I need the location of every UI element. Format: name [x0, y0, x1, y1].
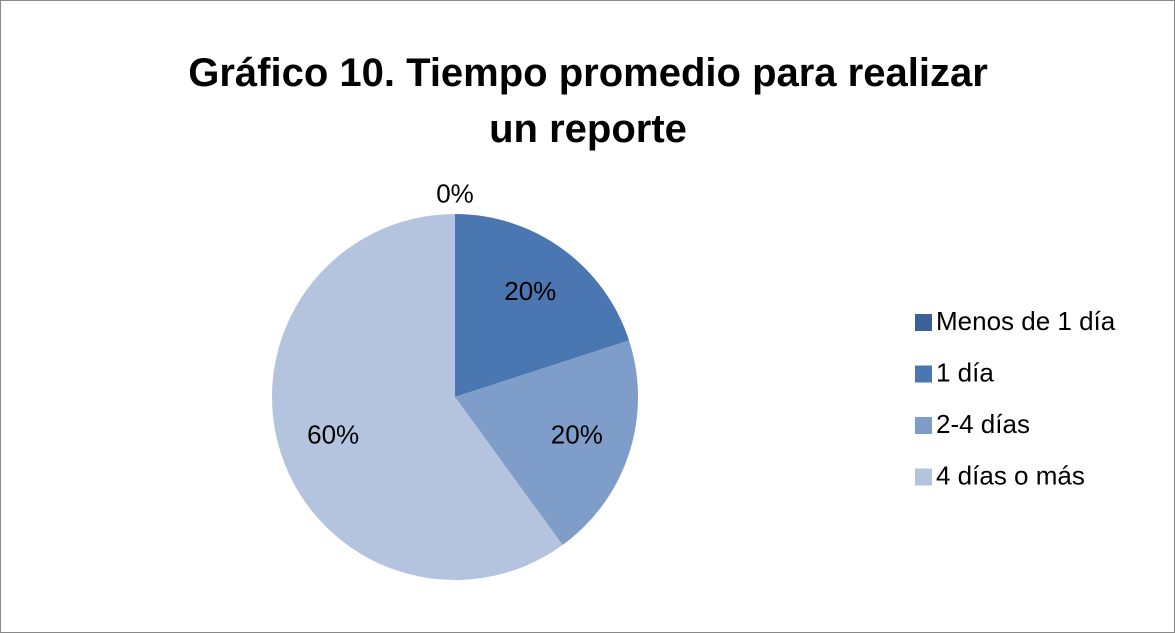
pie-slice	[271, 214, 563, 581]
legend-label: 1 día	[936, 357, 994, 387]
data-label: 0%	[436, 179, 474, 209]
legend-label: 2-4 días	[936, 409, 1030, 439]
legend-swatch	[915, 314, 932, 331]
data-label: 20%	[504, 276, 556, 306]
chart-title: Gráfico 10. Tiempo promedio para realiza…	[188, 51, 988, 151]
pie-slice	[455, 214, 630, 397]
legend-swatch	[915, 468, 932, 486]
pie-slice	[455, 340, 638, 546]
legend-swatch	[915, 365, 932, 383]
data-label: 60%	[307, 419, 359, 449]
data-label: 20%	[551, 419, 603, 449]
legend-label: 4 días o más	[936, 460, 1085, 490]
legend-label: Menos de 1 día	[936, 306, 1116, 336]
legend-swatch	[915, 417, 932, 434]
